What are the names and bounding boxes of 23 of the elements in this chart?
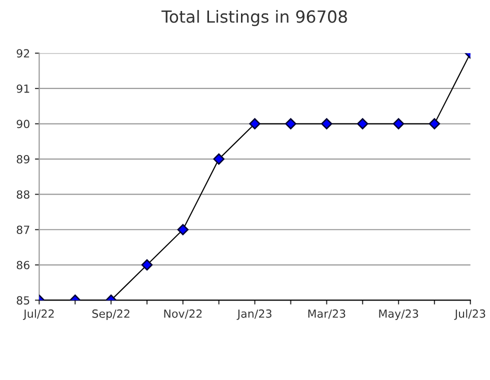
point [213, 153, 224, 165]
y-tick-label: 92 [16, 49, 30, 58]
point [356, 118, 368, 130]
y-tick-label: 91 [16, 84, 30, 93]
point [321, 118, 332, 130]
x-tick-label: Sep/22 [92, 309, 130, 320]
point [249, 118, 260, 130]
point [428, 118, 440, 130]
x-tick-label: May/23 [379, 309, 418, 320]
x-tick-label: Jul/22 [22, 309, 54, 320]
x-tick-label: Nov/22 [164, 309, 202, 319]
point [392, 118, 404, 130]
y-tick-label: 89 [16, 155, 30, 164]
y-tick-label: 85 [16, 296, 30, 305]
y-tick-label: 88 [16, 190, 30, 199]
y-tick-label: 87 [16, 226, 30, 234]
x-tick-label: Mar/23 [308, 309, 346, 319]
y-tick-label: 86 [16, 260, 30, 270]
x-tick-label: Jul/23 [454, 309, 486, 320]
x-tick-label: Jan/23 [236, 309, 272, 320]
chart-title: Total Listings in 96708 [161, 10, 347, 26]
point [285, 118, 296, 130]
y-tick-label: 90 [16, 120, 30, 128]
